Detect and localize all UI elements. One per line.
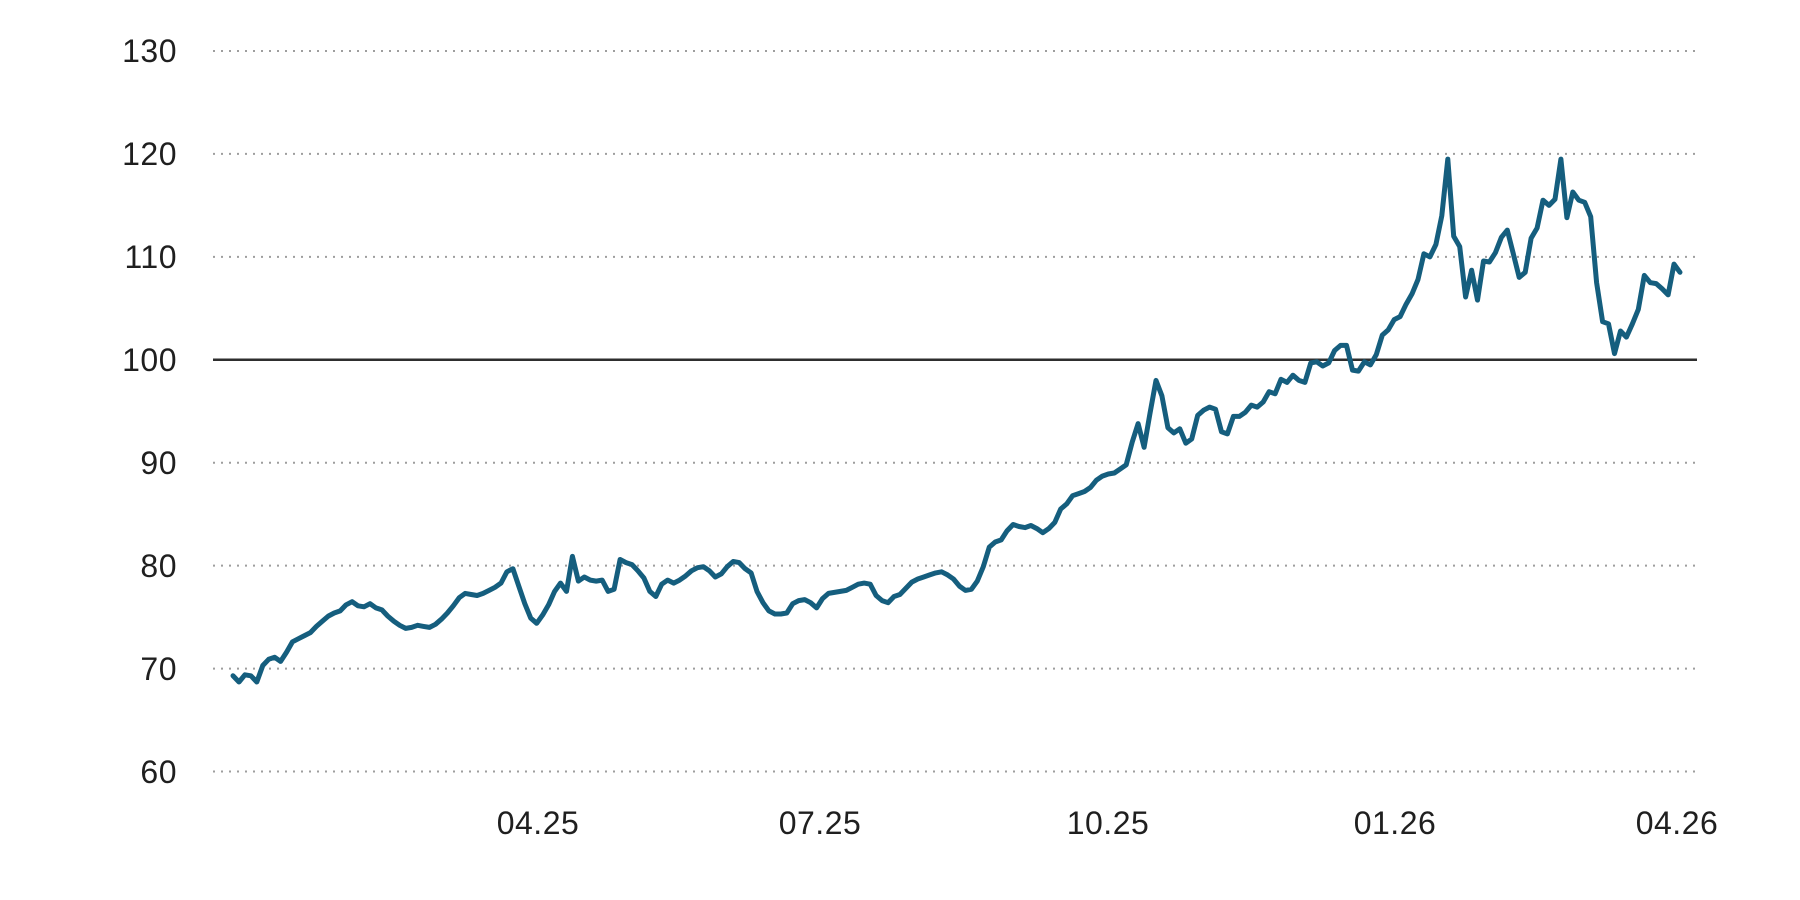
y-axis-label-130: 130 <box>122 33 177 69</box>
x-axis-label-10.25: 10.25 <box>1066 805 1150 841</box>
y-axis-label-100: 100 <box>122 341 177 378</box>
x-axis-label-04.26: 04.26 <box>1635 805 1719 841</box>
y-axis-label-80: 80 <box>140 547 177 584</box>
x-axis-label-01.26: 01.26 <box>1353 805 1437 841</box>
x-axis-label-04.25: 04.25 <box>496 805 580 841</box>
y-axis-label-120: 120 <box>122 135 177 172</box>
y-axis-label-110: 110 <box>124 238 177 275</box>
y-axis-label-70: 70 <box>140 650 177 687</box>
y-axis-label-90: 90 <box>140 444 177 481</box>
x-axis-label-07.25: 07.25 <box>778 805 862 841</box>
price-line-indexed-price <box>230 156 1683 685</box>
y-axis-label-60: 60 <box>140 753 177 790</box>
